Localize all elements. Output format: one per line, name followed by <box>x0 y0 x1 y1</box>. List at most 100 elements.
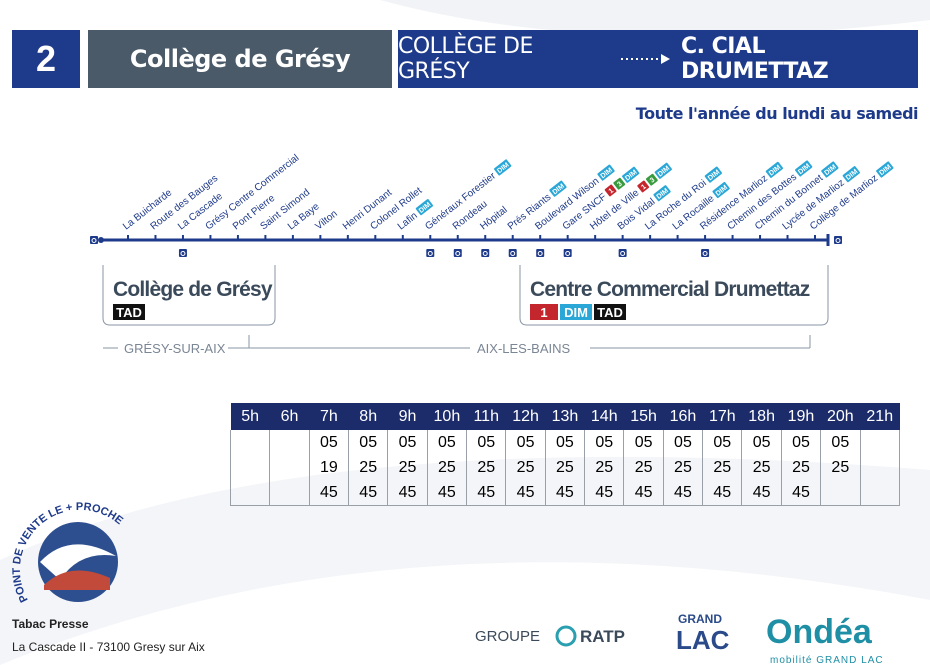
terminus-name: Collège de Grésy <box>113 278 273 301</box>
departure-minute: 45 <box>309 480 348 506</box>
hour: 17h <box>703 403 742 430</box>
accessibility-icon <box>481 249 489 257</box>
departure-minute: 25 <box>821 455 860 480</box>
departure-minute: 05 <box>703 430 742 455</box>
empty-cell <box>270 430 309 455</box>
departure-minute: 45 <box>545 480 584 506</box>
departure-minute: 05 <box>349 430 388 455</box>
departure-minute: 25 <box>703 455 742 480</box>
hour: 8h <box>349 403 388 430</box>
departure-minute: 25 <box>585 455 624 480</box>
logos: GROUPE RATP GRAND LAC Ondéa mobilité GRA… <box>470 605 930 665</box>
departure-minute: 05 <box>742 430 781 455</box>
departure-minute: 25 <box>545 455 584 480</box>
departure-minute: 45 <box>624 480 663 506</box>
empty-cell <box>231 455 270 480</box>
route-diagram: La BuichardeRoute des BaugesLa CascadeGr… <box>0 0 930 400</box>
accessibility-icon <box>619 249 627 257</box>
route-start <box>98 237 104 243</box>
network-name: Ondéa <box>766 613 873 651</box>
departure-minute: 25 <box>742 455 781 480</box>
shop-address: La Cascade II - 73100 Gresy sur Aix <box>12 640 205 654</box>
departure-minute: 05 <box>781 430 820 455</box>
departure-minute: 05 <box>427 430 466 455</box>
departure-minute: 25 <box>427 455 466 480</box>
accessibility-icon <box>701 249 709 257</box>
empty-cell <box>231 480 270 506</box>
departure-minute: 45 <box>506 480 545 506</box>
accessibility-icon <box>90 236 98 244</box>
departure-minute: 25 <box>506 455 545 480</box>
departure-minute: 25 <box>467 455 506 480</box>
departure-minute: 05 <box>624 430 663 455</box>
departure-minute: 05 <box>506 430 545 455</box>
hour: 5h <box>231 403 270 430</box>
departure-minute: 25 <box>663 455 702 480</box>
departure-minute: 25 <box>349 455 388 480</box>
empty-cell <box>860 455 900 480</box>
accessibility-icon <box>536 249 544 257</box>
departure-row: 0505050505050505050505050505 <box>231 430 900 455</box>
hour: 7h <box>309 403 348 430</box>
terminus-badge-label: DIM <box>564 305 588 320</box>
hour: 12h <box>506 403 545 430</box>
empty-cell <box>270 480 309 506</box>
departure-minute: 45 <box>781 480 820 506</box>
empty-cell <box>860 430 900 455</box>
departure-minute: 05 <box>309 430 348 455</box>
departure-minute: 25 <box>781 455 820 480</box>
departure-minute: 45 <box>467 480 506 506</box>
departure-row: 45454545454545454545454545 <box>231 480 900 506</box>
grandlac-top: GRAND <box>678 612 722 626</box>
departure-row: 1925252525252525252525252525 <box>231 455 900 480</box>
timetable: 5h6h7h8h9h10h11h12h13h14h15h16h17h18h19h… <box>230 403 900 506</box>
hour: 9h <box>388 403 427 430</box>
departure-minute: 45 <box>427 480 466 506</box>
body: 2 Collège de Grésy COLLÈGE DE GRÉSY C. C… <box>0 0 930 665</box>
empty-cell <box>270 455 309 480</box>
terminus-name: Centre Commercial Drumettaz <box>530 278 810 301</box>
sale-logo: POINT DE VENTE LE + PROCHE <box>0 490 150 615</box>
hour: 15h <box>624 403 663 430</box>
departure-minute: 45 <box>349 480 388 506</box>
terminus-badge-label: TAD <box>597 305 623 320</box>
stop-name: Lafin <box>396 210 420 232</box>
hour: 11h <box>467 403 506 430</box>
departure-minute: 25 <box>388 455 427 480</box>
departure-minute: 19 <box>309 455 348 480</box>
hour: 10h <box>427 403 466 430</box>
hour: 19h <box>781 403 820 430</box>
hour: 20h <box>821 403 860 430</box>
hour: 13h <box>545 403 584 430</box>
departure-minute: 45 <box>663 480 702 506</box>
hour: 18h <box>742 403 781 430</box>
hour: 16h <box>663 403 702 430</box>
departure-minute: 05 <box>545 430 584 455</box>
departure-minute: 05 <box>821 430 860 455</box>
accessibility-icon <box>454 249 462 257</box>
ratp: RATP <box>580 627 625 646</box>
page: Ligne 2 {"header": {"line_number": "2", … <box>0 0 930 665</box>
terminus-badge-label: 1 <box>540 305 547 320</box>
departure-minute: 45 <box>388 480 427 506</box>
zone-name: AIX-LES-BAINS <box>477 341 571 356</box>
grandlac-bottom: LAC <box>676 625 730 655</box>
hour: 14h <box>585 403 624 430</box>
departure-minute: 25 <box>624 455 663 480</box>
accessibility-icon <box>834 236 842 244</box>
empty-cell <box>860 480 900 506</box>
hour: 21h <box>860 403 900 430</box>
network-tagline: mobilité GRAND LAC <box>770 655 884 665</box>
zone-name: GRÉSY-SUR-AIX <box>124 341 226 356</box>
departure-minute: 05 <box>388 430 427 455</box>
shop-name: Tabac Presse <box>12 617 89 631</box>
empty-cell <box>821 480 860 506</box>
accessibility-icon <box>564 249 572 257</box>
departure-minute: 45 <box>585 480 624 506</box>
departure-minute: 05 <box>663 430 702 455</box>
departure-minute: 05 <box>585 430 624 455</box>
hour: 6h <box>270 403 309 430</box>
departure-minute: 45 <box>703 480 742 506</box>
